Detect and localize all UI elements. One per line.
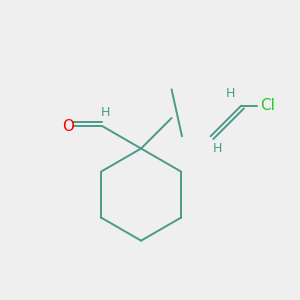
Text: H: H <box>101 106 110 119</box>
Text: H: H <box>226 87 236 100</box>
Text: Cl: Cl <box>260 98 275 113</box>
Text: H: H <box>212 142 222 155</box>
Text: O: O <box>62 119 74 134</box>
